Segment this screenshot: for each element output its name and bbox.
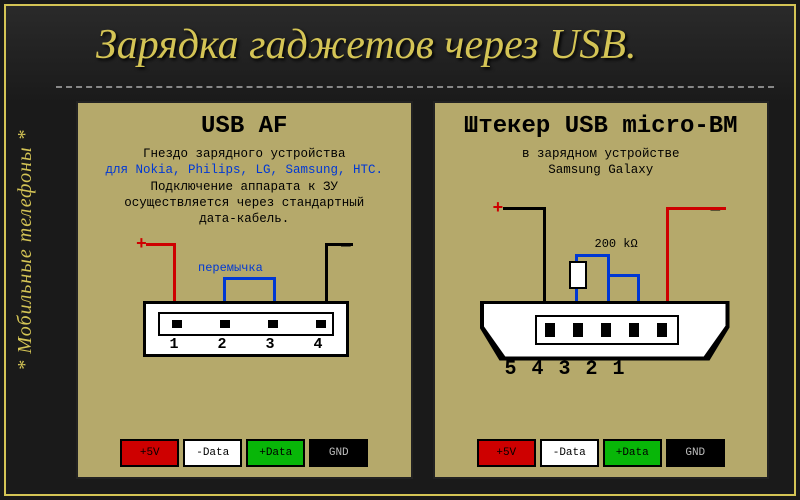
legend-box: GND [666,439,725,467]
desc-line: Подключение аппарата к ЗУ [150,180,338,194]
panel-usb-af: USB AF Гнездо зарядного устройства для N… [76,101,413,479]
panel-right-title: Штекер USB micro-BM [445,113,758,140]
micro-pin-labels: 54321 [505,358,640,381]
wire-black [503,207,546,210]
pin [220,320,230,328]
frame: * Мобильные телефоны * Зарядка гаджетов … [4,4,796,496]
brands-list: для Nokia, Philips, LG, Samsung, HTC. [105,163,383,177]
pin [629,323,639,337]
pin [657,323,667,337]
desc-line: осуществляется через стандартный [124,196,364,210]
wire-black [543,207,546,317]
jumper-label: перемычка [198,261,263,275]
pin-num: 2 [214,336,230,353]
legend-box: +Data [246,439,305,467]
wire-blue [607,274,640,277]
legend-box: -Data [183,439,242,467]
stitch-line [56,86,774,89]
panel-left-title: USB AF [88,113,401,140]
legend-box: GND [309,439,368,467]
diagram-usb-a: + – перемычка [88,235,401,375]
panel-left-desc: Гнездо зарядного устройства для Nokia, P… [88,146,401,227]
legend-box: -Data [540,439,599,467]
legend-right: +5V-Data+DataGND [435,439,768,467]
wire-red [666,207,669,317]
legend-box: +5V [120,439,179,467]
desc-line: в зарядном устройстве [522,147,680,161]
legend-box: +5V [477,439,536,467]
pin [316,320,326,328]
wire-black [325,243,353,246]
pin [601,323,611,337]
wire-blue [607,254,610,276]
wire-red [666,207,726,210]
wire-blue [575,254,610,257]
usb-a-tongue [158,312,334,336]
pin [573,323,583,337]
page-title: Зарядка гаджетов через USB. [96,21,774,69]
micro-tongue [535,315,679,345]
panel-right-desc: в зарядном устройстве Samsung Galaxy [445,146,758,179]
pin-num: 3 [262,336,278,353]
panels-container: USB AF Гнездо зарядного устройства для N… [76,101,769,479]
desc-line: Гнездо зарядного устройства [143,147,346,161]
wire-red [146,243,176,246]
usb-a-connector: 1 2 3 4 [143,301,349,357]
panel-usb-micro: Штекер USB micro-BM в зарядном устройств… [433,101,770,479]
diagram-micro: + – 200 kΩ [445,199,758,379]
wire-blue [223,277,276,280]
legend-box: +Data [603,439,662,467]
pin-num: 1 [166,336,182,353]
micro-connector [480,301,730,361]
resistor-label: 200 kΩ [595,237,638,251]
resistor [569,261,587,289]
pin [172,320,182,328]
pin [545,323,555,337]
pin-num: 4 [310,336,326,353]
pin [268,320,278,328]
desc-line: Samsung Galaxy [548,163,653,177]
sidebar-label: * Мобильные телефоны * [14,129,37,370]
desc-line: дата-кабель. [199,212,289,226]
legend-left: +5V-Data+DataGND [78,439,411,467]
